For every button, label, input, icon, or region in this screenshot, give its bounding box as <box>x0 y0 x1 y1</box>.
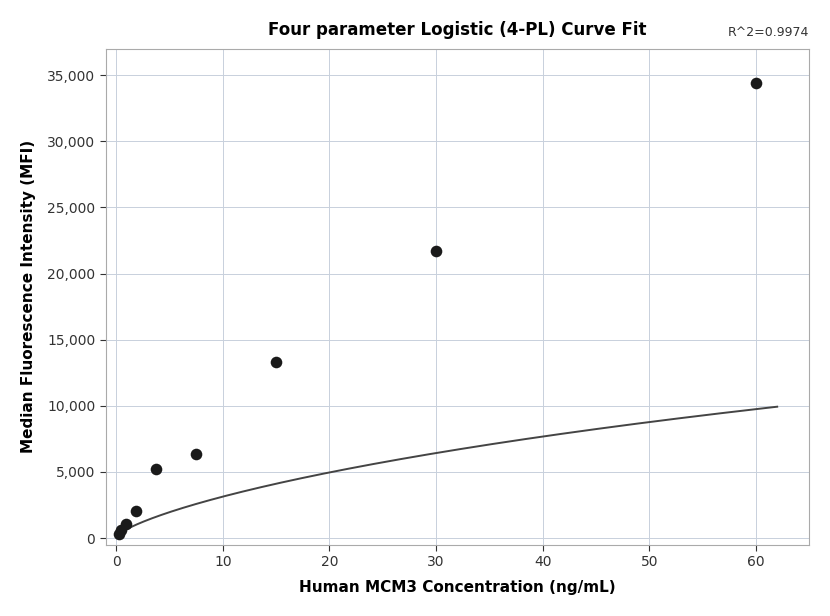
Point <box>189 449 203 459</box>
Point <box>112 529 125 539</box>
Point <box>749 78 763 88</box>
Title: Four parameter Logistic (4-PL) Curve Fit: Four parameter Logistic (4-PL) Curve Fit <box>268 21 647 39</box>
Point <box>129 506 143 516</box>
X-axis label: Human MCM3 Concentration (ng/mL): Human MCM3 Concentration (ng/mL) <box>299 580 616 595</box>
Text: R^2=0.9974: R^2=0.9974 <box>728 26 809 39</box>
Point <box>270 357 283 367</box>
Y-axis label: Median Fluorescence Intensity (MFI): Median Fluorescence Intensity (MFI) <box>21 140 36 453</box>
Point <box>429 246 442 256</box>
Point <box>115 525 128 535</box>
Point <box>149 464 163 474</box>
Point <box>120 519 133 529</box>
